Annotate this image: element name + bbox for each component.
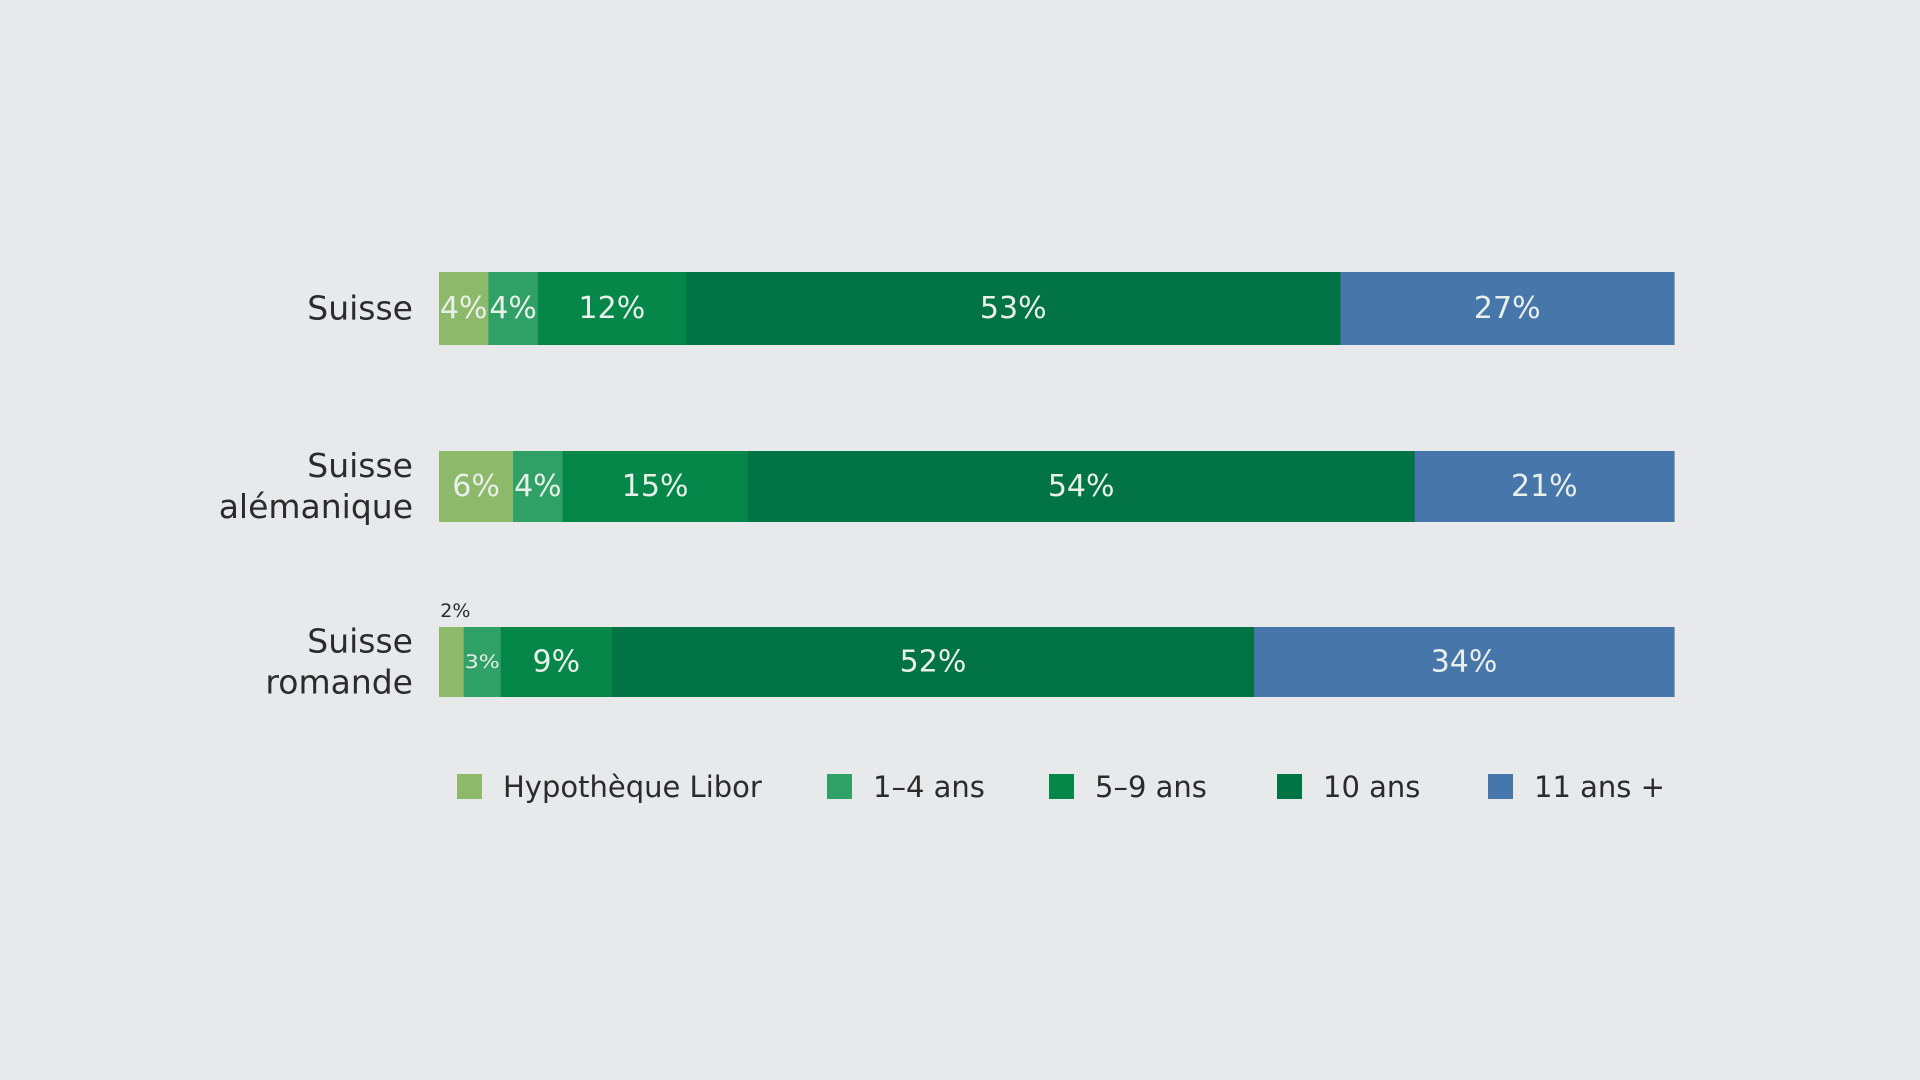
category-label-suisse-romande: Suisse romande xyxy=(265,622,413,702)
data-label-suisse-10-ans: 53% xyxy=(980,291,1047,326)
bar-segment-suisse-romande-5-9-ans xyxy=(500,627,613,697)
bar-segment-suisse-1-4-ans xyxy=(488,272,539,345)
data-label-suisse-1-4-ans: 4% xyxy=(489,291,536,326)
bar-segment-suisse-11-ans xyxy=(1340,272,1675,345)
legend-label-10-ans: 10 ans xyxy=(1323,770,1420,804)
legend-swatch-5-9-ans xyxy=(1049,774,1074,799)
bar-segment-suisse-alemanique-10-ans xyxy=(747,451,1416,522)
data-label-suisse-5-9-ans: 12% xyxy=(579,291,646,326)
bar-segment-suisse-alemanique-5-9-ans xyxy=(562,451,749,522)
bar-segment-suisse-alemanique-hypotheque-libor xyxy=(439,451,514,522)
data-label-suisse-hypotheque-libor: 4% xyxy=(440,291,487,326)
bar-segment-suisse-hypotheque-libor xyxy=(439,272,489,345)
data-label-suisse-romande-5-9-ans: 9% xyxy=(533,645,581,680)
category-label-suisse: Suisse xyxy=(307,289,413,328)
data-label-suisse-11-ans: 27% xyxy=(1474,291,1541,326)
legend-label-hypotheque-libor: Hypothèque Libor xyxy=(503,770,762,804)
legend-item-10-ans: 10 ans xyxy=(1277,770,1420,804)
data-label-suisse-alemanique-5-9-ans: 15% xyxy=(622,469,689,504)
legend-label-11-ans: 11 ans + xyxy=(1534,770,1665,804)
category-label-suisse-alemanique: Suisse alémanique xyxy=(219,446,413,526)
data-label-suisse-alemanique-1-4-ans: 4% xyxy=(514,469,561,504)
data-label-suisse-romande-1-4-ans: 3% xyxy=(465,651,500,673)
bar-segment-suisse-alemanique-11-ans xyxy=(1414,451,1675,522)
bar-segment-suisse-romande-10-ans xyxy=(611,627,1255,697)
bar-segment-suisse-5-9-ans xyxy=(537,272,687,345)
bar-segment-suisse-10-ans xyxy=(686,272,1342,345)
legend-label-1-4-ans: 1–4 ans xyxy=(873,770,985,804)
legend-swatch-hypotheque-libor xyxy=(457,774,482,799)
legend-item-11-ans: 11 ans + xyxy=(1488,770,1665,804)
legend-item-1-4-ans: 1–4 ans xyxy=(827,770,985,804)
legend: Hypothèque Libor 1–4 ans 5–9 ans 10 ans 11 a… xyxy=(457,770,1665,804)
bar-segment-suisse-romande-1-4-ans xyxy=(463,627,502,697)
data-label-suisse-romande-11-ans: 34% xyxy=(1431,645,1498,680)
bar-segment-suisse-romande-hypotheque-libor xyxy=(439,627,465,697)
legend-item-hypotheque-libor: Hypothèque Libor xyxy=(457,770,762,804)
bars-layer xyxy=(439,272,1675,697)
bar-segment-suisse-romande-11-ans xyxy=(1254,627,1675,697)
data-label-suisse-romande-10-ans: 52% xyxy=(900,645,967,680)
legend-swatch-11-ans xyxy=(1488,774,1513,799)
data-label-suisse-alemanique-hypotheque-libor: 6% xyxy=(452,469,500,504)
legend-swatch-10-ans xyxy=(1277,774,1302,799)
data-label-suisse-alemanique-11-ans: 21% xyxy=(1511,469,1578,504)
data-label-suisse-alemanique-10-ans: 54% xyxy=(1048,469,1115,504)
data-label-suisse-romande-hypotheque-libor: 2% xyxy=(440,600,470,622)
legend-swatch-1-4-ans xyxy=(827,774,852,799)
legend-label-5-9-ans: 5–9 ans xyxy=(1095,770,1207,804)
bar-segment-suisse-alemanique-1-4-ans xyxy=(513,451,564,522)
legend-item-5-9-ans: 5–9 ans xyxy=(1049,770,1207,804)
